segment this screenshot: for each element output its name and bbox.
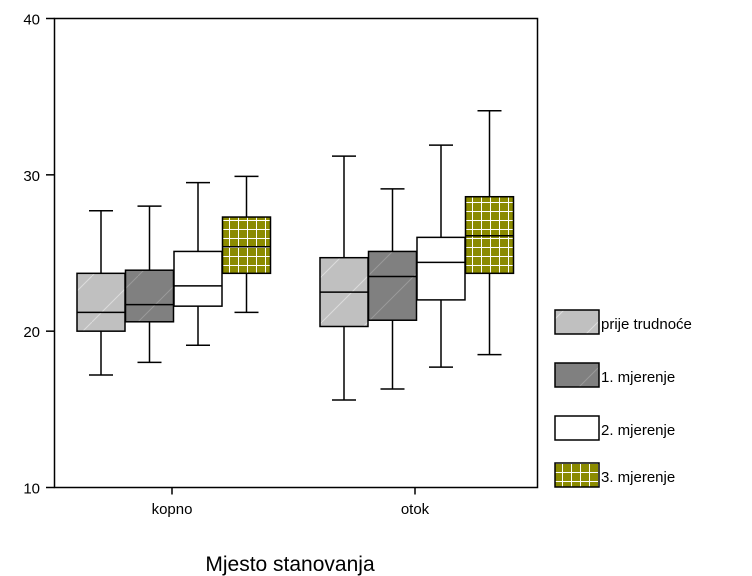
box-iqr <box>221 216 272 275</box>
y-tick-label: 20 <box>23 324 40 341</box>
legend-item-1: prije trudnoće <box>554 309 692 335</box>
box-iqr <box>124 269 175 323</box>
box-kopno-series-2 <box>124 205 175 364</box>
legend-label: 3. mjerenje <box>601 469 675 486</box>
legend-item-2: 1. mjerenje <box>554 362 675 388</box>
box-kopno-series-4 <box>221 175 272 314</box>
legend: prije trudnoće 1. mjerenje 2. mjerenje 3. m… <box>554 309 692 488</box>
box-iqr <box>464 195 515 275</box>
legend-swatch <box>554 415 600 441</box>
x-tick-label-otok: otok <box>401 501 430 518</box>
legend-label: 1. mjerenje <box>601 369 675 386</box>
legend-item-3: 2. mjerenje <box>554 415 675 441</box>
y-axis: 10 20 30 40 <box>23 12 55 498</box>
box-otok-series-1 <box>319 155 369 401</box>
box-otok-series-3 <box>416 144 466 368</box>
x-tick-label-kopno: kopno <box>152 501 193 518</box>
x-axis: kopno otok <box>152 487 430 518</box>
x-axis-label: Mjesto stanovanja <box>205 553 375 576</box>
box-iqr <box>367 250 418 321</box>
plot-frame <box>53 17 539 489</box>
legend-item-4: 3. mjerenje <box>554 462 675 488</box>
y-tick-label: 30 <box>23 168 40 185</box>
legend-swatch <box>554 362 600 388</box>
box-iqr <box>76 272 126 332</box>
y-tick-label: 10 <box>23 481 40 498</box>
box-otok-series-4 <box>464 109 515 356</box>
legend-swatch <box>554 309 600 335</box>
box-series <box>76 109 515 401</box>
box-kopno-series-3 <box>173 181 223 346</box>
legend-label: 2. mjerenje <box>601 422 675 439</box>
box-iqr <box>416 236 466 301</box>
box-iqr <box>173 250 223 307</box>
legend-label: prije trudnoće <box>601 316 692 333</box>
box-otok-series-2 <box>367 188 418 390</box>
box-kopno-series-1 <box>76 210 126 376</box>
legend-swatch <box>554 462 600 488</box>
y-tick-label: 40 <box>23 12 40 29</box>
